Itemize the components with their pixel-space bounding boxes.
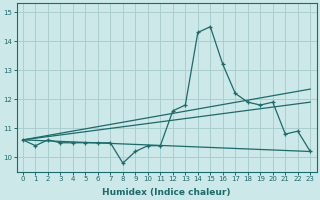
X-axis label: Humidex (Indice chaleur): Humidex (Indice chaleur) [102,188,231,197]
